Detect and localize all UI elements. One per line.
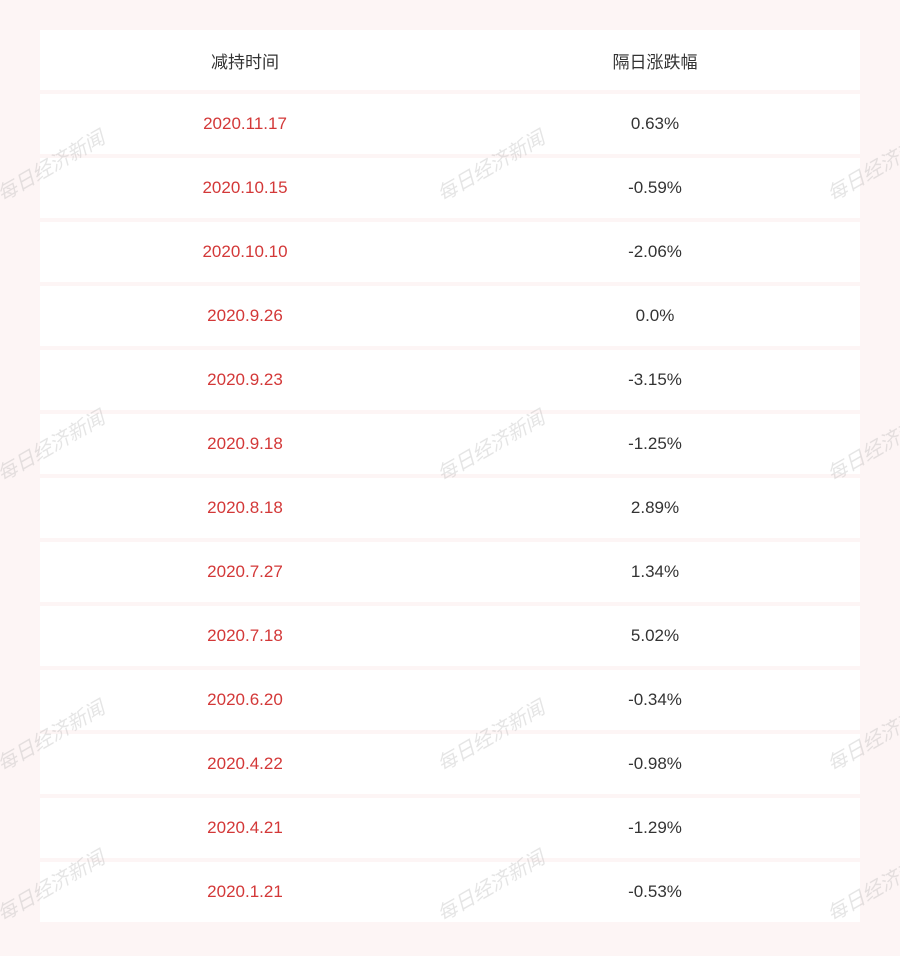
cell-change: 2.89% (450, 498, 860, 518)
table-row: 2020.9.260.0% (40, 286, 860, 346)
cell-change: -0.59% (450, 178, 860, 198)
cell-date: 2020.10.15 (40, 178, 450, 198)
table-row: 2020.7.271.34% (40, 542, 860, 602)
table-row: 2020.4.22-0.98% (40, 734, 860, 794)
cell-date: 2020.7.18 (40, 626, 450, 646)
cell-date: 2020.8.18 (40, 498, 450, 518)
table-row: 2020.9.18-1.25% (40, 414, 860, 474)
cell-date: 2020.10.10 (40, 242, 450, 262)
table-row: 2020.9.23-3.15% (40, 350, 860, 410)
table-row: 2020.11.170.63% (40, 94, 860, 154)
cell-change: -0.98% (450, 754, 860, 774)
table-row: 2020.10.10-2.06% (40, 222, 860, 282)
cell-change: -3.15% (450, 370, 860, 390)
cell-change: -1.29% (450, 818, 860, 838)
table-row: 2020.7.185.02% (40, 606, 860, 666)
cell-change: 0.63% (450, 114, 860, 134)
header-date: 减持时间 (40, 48, 450, 73)
cell-date: 2020.11.17 (40, 114, 450, 134)
cell-date: 2020.7.27 (40, 562, 450, 582)
table-body: 2020.11.170.63%2020.10.15-0.59%2020.10.1… (40, 94, 860, 922)
cell-change: 1.34% (450, 562, 860, 582)
cell-date: 2020.9.18 (40, 434, 450, 454)
cell-date: 2020.6.20 (40, 690, 450, 710)
cell-change: -0.34% (450, 690, 860, 710)
header-change: 隔日涨跌幅 (450, 48, 860, 73)
cell-change: 5.02% (450, 626, 860, 646)
table-row: 2020.4.21-1.29% (40, 798, 860, 858)
cell-date: 2020.4.21 (40, 818, 450, 838)
cell-date: 2020.1.21 (40, 882, 450, 902)
cell-change: -0.53% (450, 882, 860, 902)
table-row: 2020.8.182.89% (40, 478, 860, 538)
table-row: 2020.10.15-0.59% (40, 158, 860, 218)
table-container: 减持时间 隔日涨跌幅 2020.11.170.63%2020.10.15-0.5… (0, 0, 900, 956)
table-row: 2020.6.20-0.34% (40, 670, 860, 730)
cell-date: 2020.9.26 (40, 306, 450, 326)
cell-date: 2020.4.22 (40, 754, 450, 774)
cell-date: 2020.9.23 (40, 370, 450, 390)
cell-change: 0.0% (450, 306, 860, 326)
cell-change: -1.25% (450, 434, 860, 454)
cell-change: -2.06% (450, 242, 860, 262)
table-header-row: 减持时间 隔日涨跌幅 (40, 30, 860, 90)
table-row: 2020.1.21-0.53% (40, 862, 860, 922)
